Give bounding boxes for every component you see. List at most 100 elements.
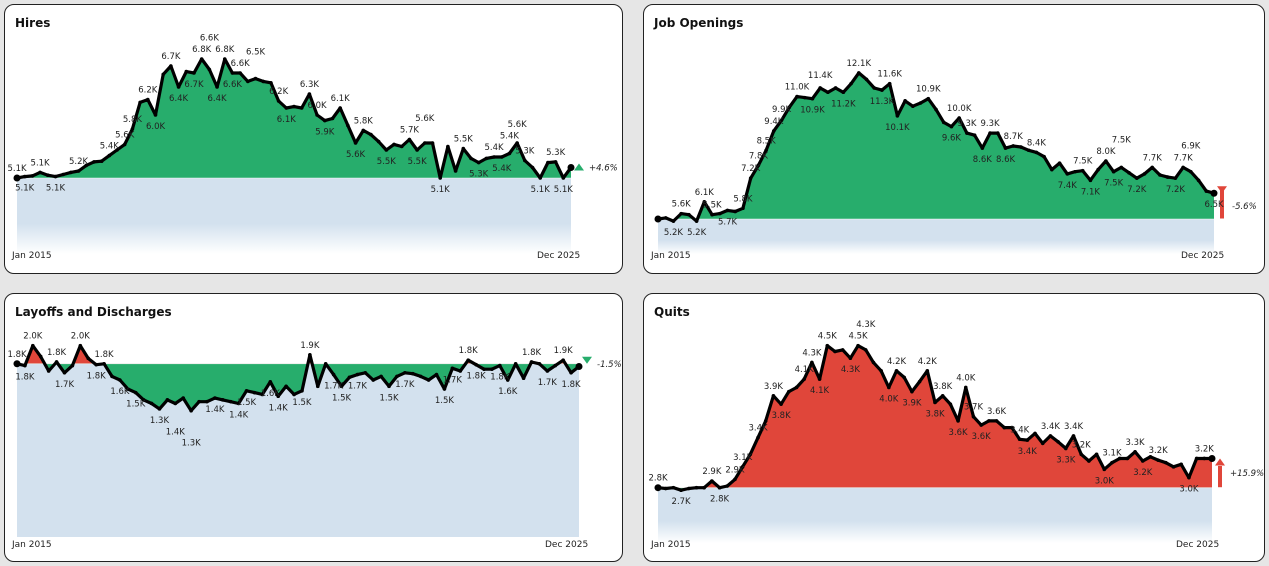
data-point <box>917 379 922 384</box>
data-label: 3.6K <box>987 407 1007 417</box>
data-point <box>442 387 447 391</box>
data-label: 3.7K <box>964 403 984 413</box>
data-point <box>702 485 706 490</box>
change-percent-label: +4.6% <box>589 164 618 174</box>
data-point <box>466 358 470 362</box>
data-label: 1.8K <box>95 350 115 360</box>
data-point <box>173 401 178 406</box>
data-label: 1.8K <box>522 348 542 358</box>
data-label: 5.7K <box>718 217 738 227</box>
data-point <box>1026 148 1031 153</box>
layoffs-chart: -1.5%1.8K1.8K2.0K1.8K1.7K2.0K1.8K1.8K1.6… <box>7 332 622 537</box>
data-point <box>315 384 320 389</box>
data-point <box>161 72 165 77</box>
baseline-band <box>658 487 1212 543</box>
data-point <box>871 360 876 365</box>
data-label: 3.6K <box>949 428 969 438</box>
data-point <box>717 211 722 216</box>
data-point <box>399 144 404 149</box>
data-point <box>1196 178 1201 183</box>
data-point <box>236 401 241 406</box>
data-point <box>949 124 954 129</box>
change-arrow-head <box>1217 186 1227 194</box>
data-point <box>110 374 114 379</box>
data-point <box>537 361 542 366</box>
data-label: 7.7K <box>1143 153 1163 163</box>
data-point <box>22 174 27 179</box>
data-point <box>453 169 458 173</box>
data-point <box>133 390 138 395</box>
data-point <box>521 376 526 381</box>
data-point <box>189 408 193 413</box>
data-point <box>671 485 676 490</box>
x-axis-end-label: Dec 2025 <box>537 251 581 261</box>
data-label: 5.1K <box>7 164 27 174</box>
data-point <box>1050 167 1054 172</box>
data-point <box>733 209 738 214</box>
data-label: 3.2K <box>1072 440 1092 450</box>
data-point <box>482 367 486 371</box>
data-label: 6.8K <box>192 45 212 55</box>
data-point <box>1065 172 1070 176</box>
data-label: 4.1K <box>810 386 830 396</box>
data-point <box>338 106 342 110</box>
data-label: 6.1K <box>695 188 715 198</box>
data-point <box>307 92 312 96</box>
data-point <box>567 164 575 171</box>
data-label: 6.2K <box>269 87 289 97</box>
data-point <box>1134 176 1139 180</box>
data-point <box>107 153 112 158</box>
data-point <box>895 114 900 118</box>
data-point <box>849 81 853 86</box>
data-label: 12.1K <box>847 59 872 69</box>
data-point <box>887 81 892 86</box>
data-point <box>925 368 930 373</box>
data-point <box>933 400 937 405</box>
data-label: 1.7K <box>443 375 463 385</box>
data-label: 5.6K <box>346 150 366 160</box>
data-point <box>1110 460 1114 465</box>
data-point <box>1088 178 1093 183</box>
data-point <box>1071 434 1076 438</box>
data-label: 7.2K <box>741 164 761 174</box>
data-point <box>213 396 217 400</box>
data-point <box>323 361 328 366</box>
data-point <box>426 378 431 382</box>
data-point <box>856 71 861 75</box>
data-point <box>458 369 463 373</box>
area-above-baseline <box>658 345 1212 488</box>
data-point <box>299 106 304 110</box>
data-point <box>84 163 89 168</box>
data-point <box>474 362 478 367</box>
data-point <box>575 362 583 370</box>
data-label: 6.9K <box>1181 142 1201 152</box>
data-point <box>284 384 288 389</box>
data-point <box>1156 458 1160 462</box>
data-label: 4.5K <box>818 332 838 342</box>
data-point <box>948 402 953 406</box>
data-label: 3.4K <box>1018 447 1038 457</box>
data-label: 6.7K <box>161 52 181 62</box>
data-label: 5.8K <box>733 194 753 204</box>
chart-title: Quits <box>654 305 690 319</box>
data-point <box>910 389 914 394</box>
data-label: 6.1K <box>331 94 351 104</box>
data-point <box>379 374 383 379</box>
chart-title: Job Openings <box>654 16 744 30</box>
data-label: 1.7K <box>395 380 415 390</box>
data-label: 5.5K <box>703 201 723 211</box>
data-label: 9.4K <box>764 117 784 127</box>
data-point <box>725 208 730 213</box>
data-point <box>995 131 1000 135</box>
data-point <box>1150 165 1155 170</box>
data-label: 5.1K <box>554 185 574 195</box>
x-axis-start-label: Jan 2015 <box>651 251 691 261</box>
data-point <box>810 360 814 365</box>
layoffs-chart-panel: Layoffs and Discharges -1.5% 1.8K 1.8K 2.0K… <box>4 293 623 562</box>
data-point <box>1025 438 1030 442</box>
data-point <box>13 360 21 368</box>
data-point <box>1117 456 1122 461</box>
data-point <box>971 414 976 419</box>
data-point <box>825 343 830 348</box>
data-label: 3.4K <box>1041 422 1061 432</box>
